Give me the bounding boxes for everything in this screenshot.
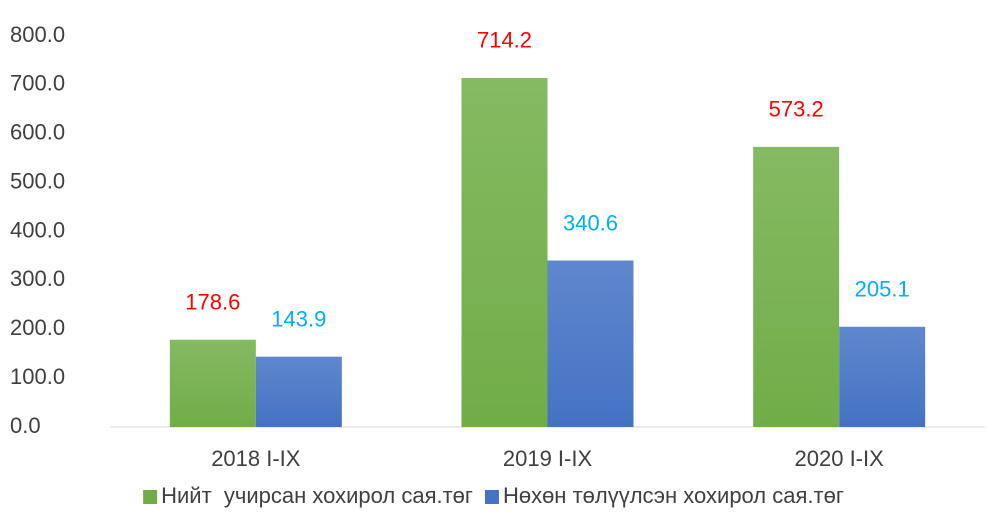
data-label: 143.9 — [271, 306, 326, 331]
y-tick-label: 0.0 — [10, 413, 41, 438]
data-label: 714.2 — [477, 28, 532, 53]
y-tick-label: 800.0 — [10, 22, 65, 47]
bar — [839, 326, 926, 427]
legend-swatch — [484, 490, 499, 504]
y-tick-label: 400.0 — [10, 217, 65, 242]
legend-label: Нийт учирсан хохирол сая.төг — [161, 483, 473, 508]
bar — [547, 260, 634, 427]
data-label: 205.1 — [855, 277, 910, 302]
data-label: 573.2 — [769, 97, 824, 122]
y-tick-label: 100.0 — [10, 364, 65, 389]
bar — [169, 339, 256, 427]
legend-swatch — [143, 490, 158, 504]
y-tick-label: 600.0 — [10, 120, 65, 145]
x-tick-label: 2020 I-IX — [795, 446, 885, 471]
bar — [461, 77, 548, 427]
bar — [753, 146, 840, 427]
x-tick-label: 2018 I-IX — [211, 446, 301, 471]
y-tick-label: 200.0 — [10, 315, 65, 340]
data-label: 178.6 — [185, 290, 240, 315]
legend-label: Нөхөн төлүүлсэн хохирол сая.төг — [503, 483, 844, 508]
x-tick-label: 2019 I-IX — [503, 446, 593, 471]
y-tick-label: 300.0 — [10, 266, 65, 291]
data-label: 340.6 — [563, 210, 618, 235]
bar — [255, 356, 342, 427]
y-tick-label: 500.0 — [10, 168, 65, 193]
y-tick-label: 700.0 — [10, 71, 65, 96]
